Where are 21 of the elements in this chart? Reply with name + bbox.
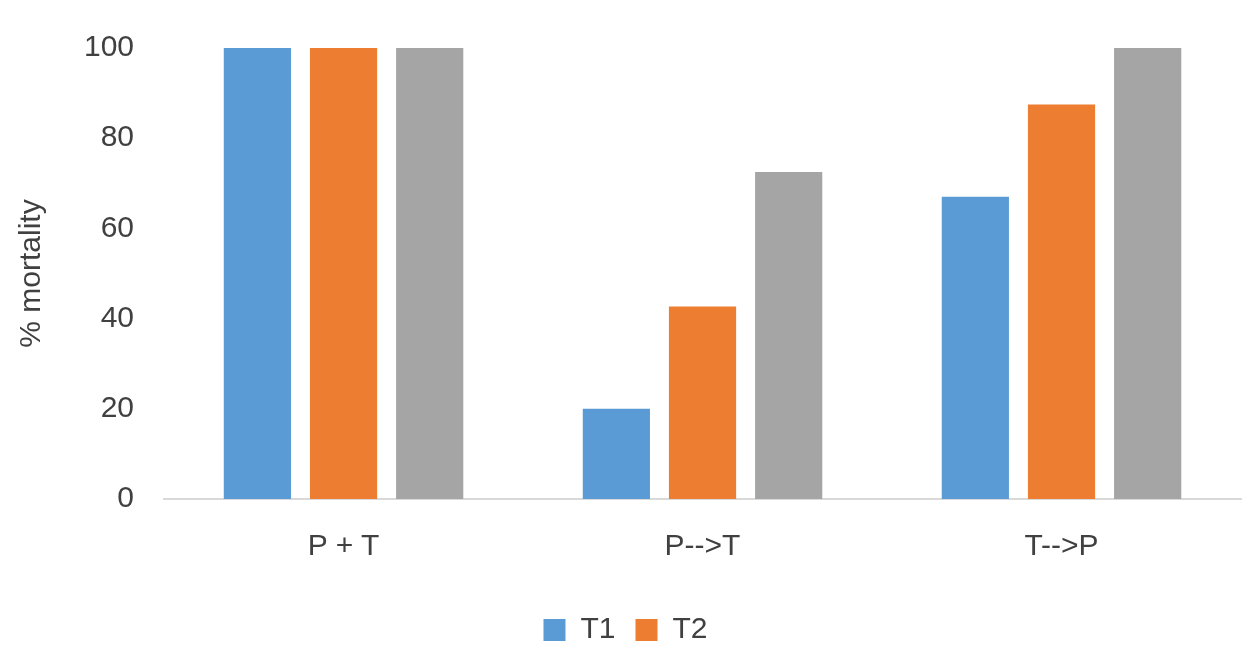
x-tick-label: T-->P [1024,528,1099,562]
y-tick-label: 100 [83,29,135,63]
bar [582,408,650,499]
y-tick-label: 0 [117,480,135,514]
y-tick-label: 80 [100,119,135,153]
x-tick-label: P + T [307,528,380,562]
legend-label: T1 [580,611,616,645]
bar [1027,104,1096,499]
bar [755,172,823,499]
bar [396,48,464,499]
bar [941,196,1009,499]
y-tick-label: 20 [100,390,135,424]
bar [668,306,737,499]
y-tick-label: 40 [100,299,135,333]
y-axis-title: % mortality [13,199,47,348]
bar [309,48,378,499]
bar [223,48,291,499]
legend-label: T2 [672,611,708,645]
y-tick-label: 60 [100,209,135,243]
x-tick-label: P-->T [664,528,741,562]
bar [1114,48,1182,499]
